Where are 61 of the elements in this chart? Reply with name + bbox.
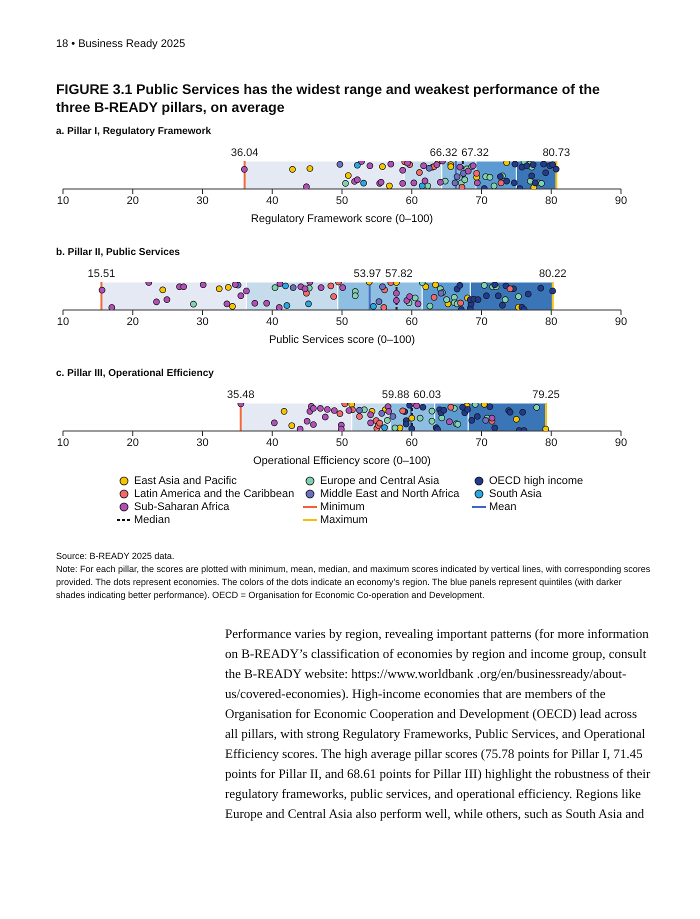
chart-subtitle: a. Pillar I, Regulatory Framework xyxy=(56,126,212,137)
ref-line-label: 60.03 xyxy=(413,389,441,401)
text: Performance varies by region, revealing important patterns (for more information on B-READY’s classification of economies by region and income group, consult the B-READY website: https://www.worldbank .org/en/businessready/about-us/covered-economies). High-income economies that are members of the Organisation for Economic Cooperation and Development (OECD) lead across all pillars, with strong Regulatory Frameworks, Public Services, and Operational Efficiency scores. The high average pillar scores (75.78 points for Pillar I, 71.45 points for Pillar II, and 68.61 points for Pillar III) highlight the robustness of their regulatory frameworks, public services, and operational efficiency. Regions like Europe and Central Asia also perform well, while others, such as South Asia and xyxy=(225,626,650,821)
x-tick-label: 70 xyxy=(475,436,488,449)
legend-label: Median xyxy=(134,514,170,526)
x-axis-title: Public Services score (0–100) xyxy=(268,334,416,346)
x-tick-label: 60 xyxy=(406,436,418,449)
x-tick-label: 80 xyxy=(545,436,558,449)
legend-label: Minimum xyxy=(320,501,365,513)
x-tick-label: 50 xyxy=(336,436,348,449)
x-tick-label: 30 xyxy=(196,316,209,328)
legend-label: East Asia and Pacific xyxy=(134,475,237,487)
ref-line-label: 67.32 xyxy=(461,147,489,159)
text: Note: For each pillar, the scores are plotted with minimum, mean, median, and maximum scores indicated by vertical lines, with corresponding scores provided. The dots represent economies. The colors of the dots indicate an economy’s region. The blue panels represent quintiles (with darker shades indicating better performance). OECD = Organisation for Economic Co-operation and Development. xyxy=(56,563,652,602)
x-tick-label: 50 xyxy=(336,194,348,207)
legend-label: Middle East and North Africa xyxy=(320,488,460,500)
ref-line-label: 66.32 xyxy=(430,147,458,159)
legend-label: Latin America and the Caribbean xyxy=(134,488,294,500)
x-tick-label: 30 xyxy=(196,194,209,207)
x-axis-title: Operational Efficiency score (0–100) xyxy=(252,455,432,467)
x-tick-label: 60 xyxy=(406,194,418,207)
x-axis-title: Regulatory Framework score (0–100) xyxy=(250,213,434,225)
ref-line-label: 36.04 xyxy=(230,147,258,159)
legend-label: Mean xyxy=(489,501,517,513)
legend-label: South Asia xyxy=(489,488,542,500)
legend-label: OECD high income xyxy=(489,475,584,487)
x-tick-label: 40 xyxy=(266,316,278,328)
ref-line-label: 15.51 xyxy=(88,268,116,280)
ref-line-label: 35.48 xyxy=(226,389,254,401)
text: 18 • Business Ready 2025 xyxy=(56,38,186,50)
x-tick-label: 90 xyxy=(614,194,628,207)
x-tick-label: 10 xyxy=(56,436,70,449)
x-tick-label: 30 xyxy=(196,436,209,449)
legend-label: Europe and Central Asia xyxy=(320,475,440,487)
x-tick-label: 80 xyxy=(545,194,558,207)
x-tick-label: 70 xyxy=(475,194,488,207)
x-tick-label: 90 xyxy=(614,316,628,328)
x-tick-label: 20 xyxy=(126,194,139,207)
x-tick-label: 80 xyxy=(545,316,558,328)
legend-label: Maximum xyxy=(320,514,368,526)
x-tick-label: 40 xyxy=(266,436,278,449)
legend-label: Sub-Saharan Africa xyxy=(134,501,230,513)
ref-line-label: 80.73 xyxy=(542,147,570,159)
ref-line-label: 80.22 xyxy=(539,268,567,280)
ref-line-label: 57.82 xyxy=(385,268,413,280)
x-tick-label: 60 xyxy=(406,316,418,328)
x-tick-label: 90 xyxy=(614,436,628,449)
chart-title: c. Pillar III, Operational Efficiency xyxy=(56,368,215,379)
x-tick-label: 70 xyxy=(475,316,488,328)
source-note: Source: B-READY 2025 data. xyxy=(56,550,176,563)
ref-line-label: 53.97 xyxy=(354,268,382,280)
ref-line-label: 59.88 xyxy=(382,389,410,401)
x-tick-label: 20 xyxy=(126,316,139,328)
x-tick-label: 20 xyxy=(126,436,139,449)
ref-line-label: 79.25 xyxy=(532,389,560,401)
x-tick-label: 10 xyxy=(56,194,70,207)
chart-title: b. Pillar II, Public Services xyxy=(56,247,181,258)
x-tick-label: 40 xyxy=(266,194,278,207)
chart-title: FIGURE 3.1 Public Services has the widest range and weakest performance of the three B-READY pillars, on average xyxy=(56,80,601,116)
x-tick-label: 10 xyxy=(56,316,70,328)
x-tick-label: 50 xyxy=(336,316,348,328)
